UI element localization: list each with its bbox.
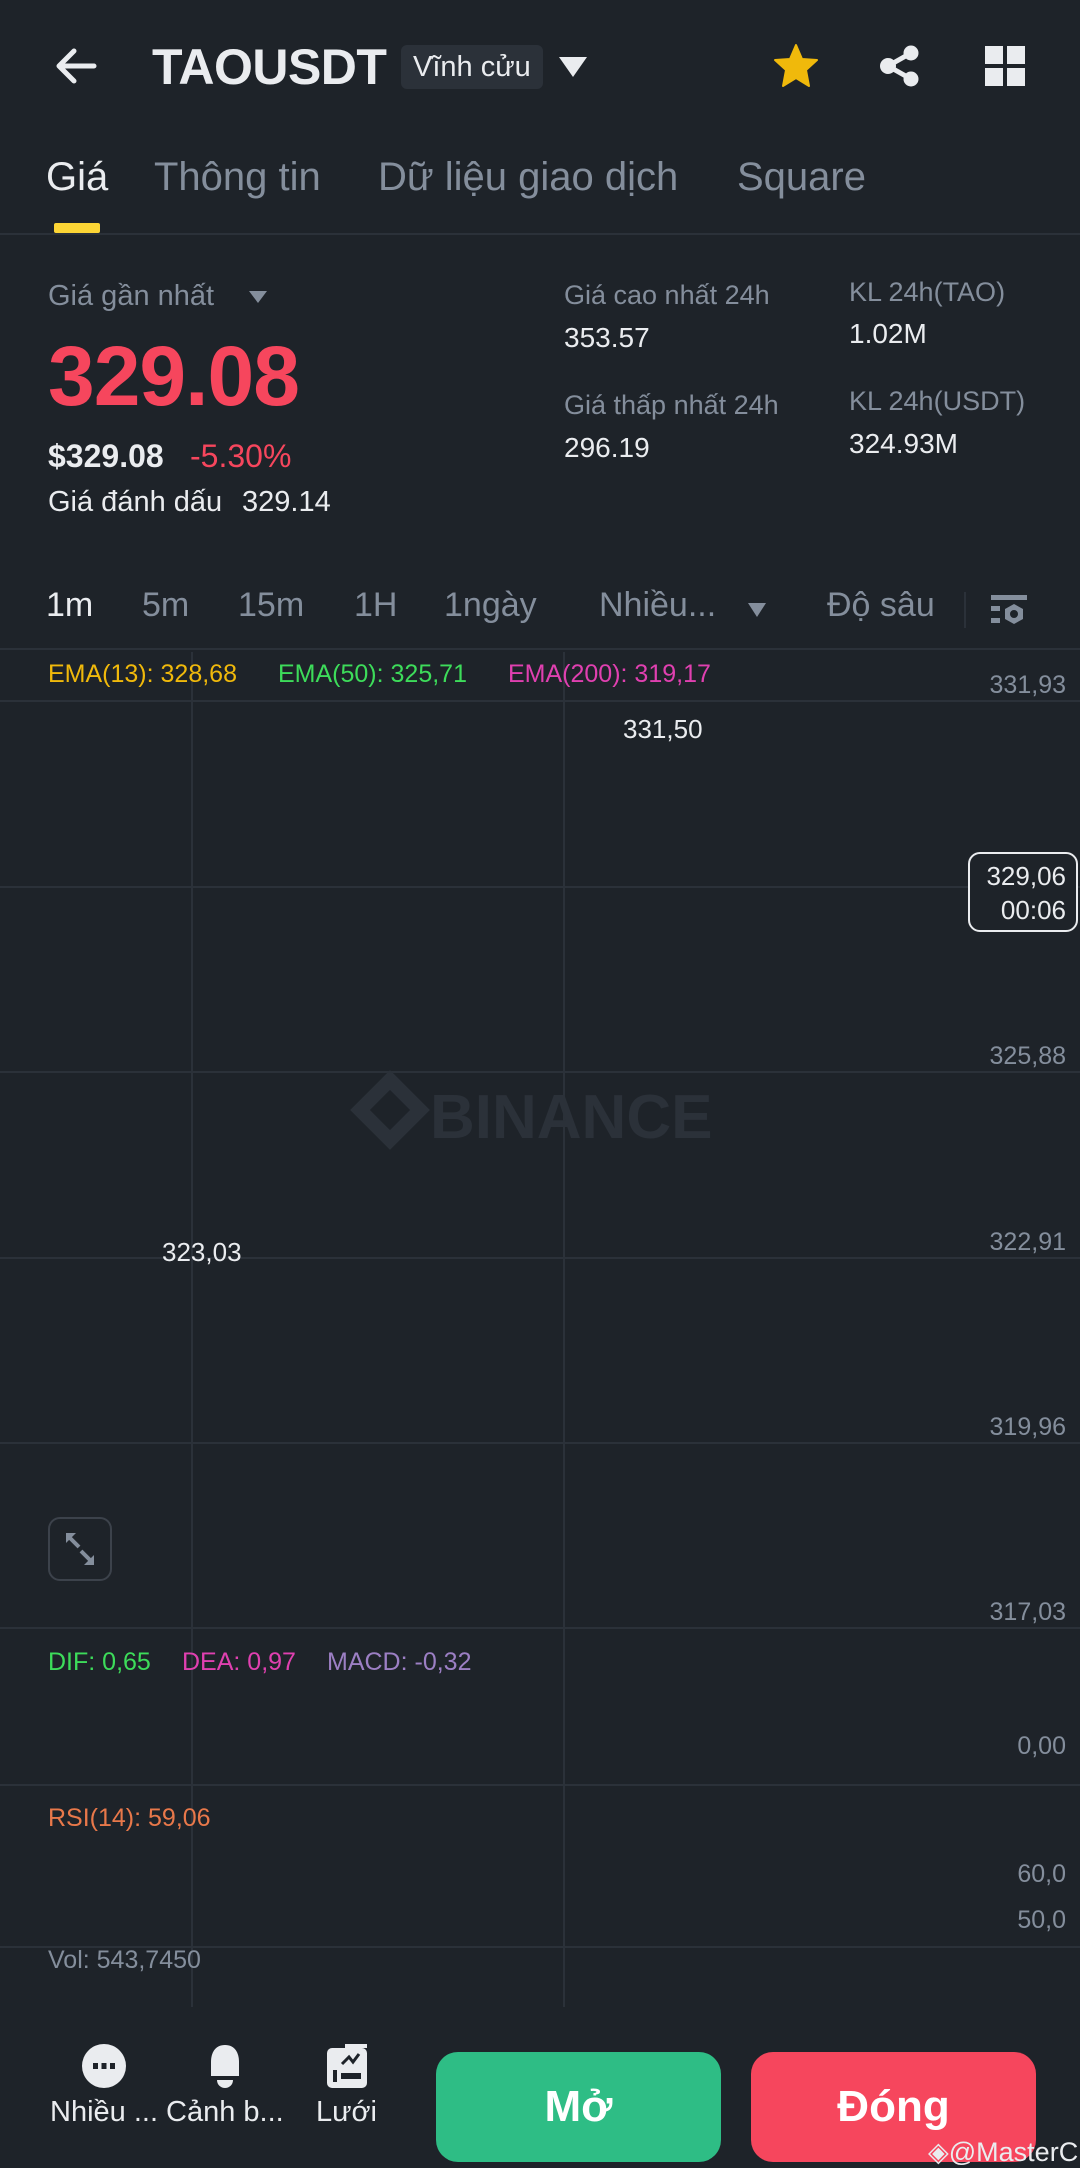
grid-icon <box>985 46 1025 86</box>
rsi-label: RSI(14): 59,06 <box>48 1804 211 1832</box>
rsi-axis-tick: 60,0 <box>1017 1860 1066 1888</box>
back-arrow-icon <box>56 48 97 84</box>
binance-logo-icon: ◈ <box>928 2137 949 2167</box>
close-position-button[interactable]: Đóng <box>751 2052 1036 2162</box>
price-change-percent: -5.30% <box>190 438 292 474</box>
high-marker-label: 331,50 <box>623 714 703 744</box>
bottom-action-bar: Nhiều ... Cảnh b... Lưới Mở Đóng <box>0 2010 1080 2168</box>
favorite-button[interactable] <box>772 42 820 90</box>
timeframe-15m[interactable]: 15m <box>238 586 305 624</box>
depth-tab[interactable]: Độ sâu <box>827 586 935 624</box>
candle-countdown: 00:06 <box>1000 895 1066 925</box>
alert-button[interactable]: Cảnh b... <box>166 2042 284 2129</box>
price-axis-tick: 319,96 <box>989 1413 1066 1441</box>
macd-axis-tick: 0,00 <box>1017 1732 1066 1760</box>
header: TAOUSDT Vĩnh cửu <box>0 0 1080 130</box>
high-24h-value: 353.57 <box>564 322 650 353</box>
share-icon <box>880 45 919 87</box>
last-price: 329.08 <box>48 329 300 423</box>
alert-label: Cảnh b... <box>166 2096 284 2128</box>
high-24h-label: Giá cao nhất 24h <box>564 280 770 310</box>
low-marker-label: 323,03 <box>162 1237 242 1267</box>
vol-usdt-value: 324.93M <box>849 428 958 459</box>
tab-price[interactable]: Giá <box>46 155 109 199</box>
timeframe-1d[interactable]: 1ngày <box>444 586 537 624</box>
macd-dif-label: DIF: 0,65 <box>48 1648 151 1676</box>
current-price-tag: 329,06 00:06 <box>968 852 1078 932</box>
share-button[interactable] <box>876 42 924 90</box>
vol-tao-label: KL 24h(TAO) <box>849 277 1006 307</box>
rsi-axis-tick: 50,0 <box>1017 1906 1066 1934</box>
chart-area[interactable]: BINANCE <box>0 652 1080 2007</box>
price-axis-tick: 331,93 <box>989 671 1066 699</box>
usd-price: $329.08 <box>48 438 164 474</box>
open-position-button[interactable]: Mở <box>436 2052 721 2162</box>
timeframe-more[interactable]: Nhiều... <box>599 586 717 624</box>
macd-dea-label: DEA: 0,97 <box>182 1648 296 1676</box>
ema13-label: EMA(13): 328,68 <box>48 660 237 688</box>
more-label: Nhiều ... <box>50 2096 158 2128</box>
svg-text:BINANCE: BINANCE <box>430 1083 712 1152</box>
grid-label: Lưới <box>316 2096 378 2128</box>
vol-usdt-label: KL 24h(USDT) <box>849 386 1026 416</box>
vol-tao-value: 1.02M <box>849 318 927 349</box>
ema200-label: EMA(200): 319,17 <box>508 660 711 688</box>
layout-button[interactable] <box>983 44 1027 88</box>
last-price-dropdown[interactable] <box>248 290 268 309</box>
current-price: 329,06 <box>986 861 1066 891</box>
timeframe-1h[interactable]: 1H <box>354 586 398 624</box>
low-24h-label: Giá thấp nhất 24h <box>564 390 779 420</box>
timeframe-1m[interactable]: 1m <box>46 586 94 624</box>
tab-bar: Giá Thông tin Dữ liệu giao dịch Square <box>0 145 1080 235</box>
volume-label: Vol: 543,7450 <box>48 1946 201 1974</box>
price-axis-tick: 322,91 <box>989 1228 1066 1256</box>
active-tab-indicator <box>54 223 100 233</box>
low-24h-value: 296.19 <box>564 432 650 463</box>
last-price-label[interactable]: Giá gần nhất <box>48 280 215 312</box>
price-axis-tick: 317,03 <box>989 1598 1066 1626</box>
watermark-username: @MasterC <box>948 2137 1079 2167</box>
divider <box>964 592 966 628</box>
caret-down-icon <box>249 291 267 303</box>
more-dots-icon <box>82 2044 126 2088</box>
tab-trading-data[interactable]: Dữ liệu giao dịch <box>378 155 679 199</box>
contract-type-badge: Vĩnh cửu <box>401 45 543 89</box>
back-button[interactable] <box>48 38 104 94</box>
timeframe-bar: 1m 5m 15m 1H 1ngày Nhiều... Độ sâu <box>0 570 1080 650</box>
tab-info[interactable]: Thông tin <box>154 155 321 199</box>
more-button[interactable]: Nhiều ... <box>50 2042 158 2129</box>
fullscreen-button[interactable] <box>48 1517 112 1581</box>
chart-settings-icon[interactable] <box>990 594 1028 628</box>
macd-hist-label: MACD: -0,32 <box>327 1648 472 1676</box>
mark-price-value: 329.14 <box>242 486 331 518</box>
grid-bot-icon <box>326 2044 367 2088</box>
star-icon <box>774 44 818 87</box>
chevron-down-icon <box>748 603 766 617</box>
chevron-down-icon <box>559 57 587 77</box>
ema50-label: EMA(50): 325,71 <box>278 660 467 688</box>
user-watermark: ◈@MasterC <box>928 2137 1078 2168</box>
candlestick-chart[interactable]: BINANCE <box>0 652 1080 2007</box>
pair-dropdown[interactable] <box>557 55 589 84</box>
pair-title[interactable]: TAOUSDT <box>152 39 387 95</box>
expand-icon <box>66 1533 94 1565</box>
mark-price-label: Giá đánh dấu <box>48 486 223 518</box>
timeframe-5m[interactable]: 5m <box>142 586 190 624</box>
grid-trading-button[interactable]: Lưới <box>316 2042 377 2129</box>
price-axis-tick: 325,88 <box>989 1042 1066 1070</box>
bell-icon <box>210 2045 239 2088</box>
tab-square[interactable]: Square <box>737 155 866 199</box>
